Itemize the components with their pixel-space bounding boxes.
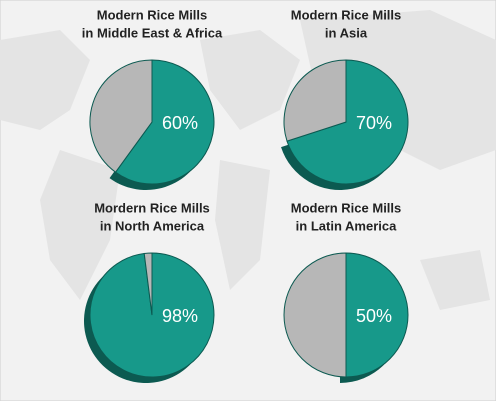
value-label: 60% xyxy=(162,113,198,133)
value-label: 50% xyxy=(356,306,392,326)
pie-slice xyxy=(286,59,409,185)
chart-title: Modern Rice Mills xyxy=(291,200,402,215)
pie-slice xyxy=(114,59,215,185)
chart-title: Modern Rice Mills xyxy=(97,7,208,22)
chart-title: in Latin America xyxy=(296,218,397,233)
value-label: 98% xyxy=(162,306,198,326)
chart-title: in Asia xyxy=(325,25,368,40)
pie-slice xyxy=(283,252,347,378)
pie-slice xyxy=(345,252,409,378)
chart-title: Modern Rice Mills xyxy=(291,7,402,22)
pie-slice xyxy=(89,59,153,173)
chart-title: in North America xyxy=(100,218,205,233)
pie-slice xyxy=(283,59,347,142)
value-label: 70% xyxy=(356,113,392,133)
chart-title: Mordern Rice Mills xyxy=(94,200,210,215)
pie-slice xyxy=(143,252,153,316)
chart-title: in Middle East & Africa xyxy=(82,25,223,40)
